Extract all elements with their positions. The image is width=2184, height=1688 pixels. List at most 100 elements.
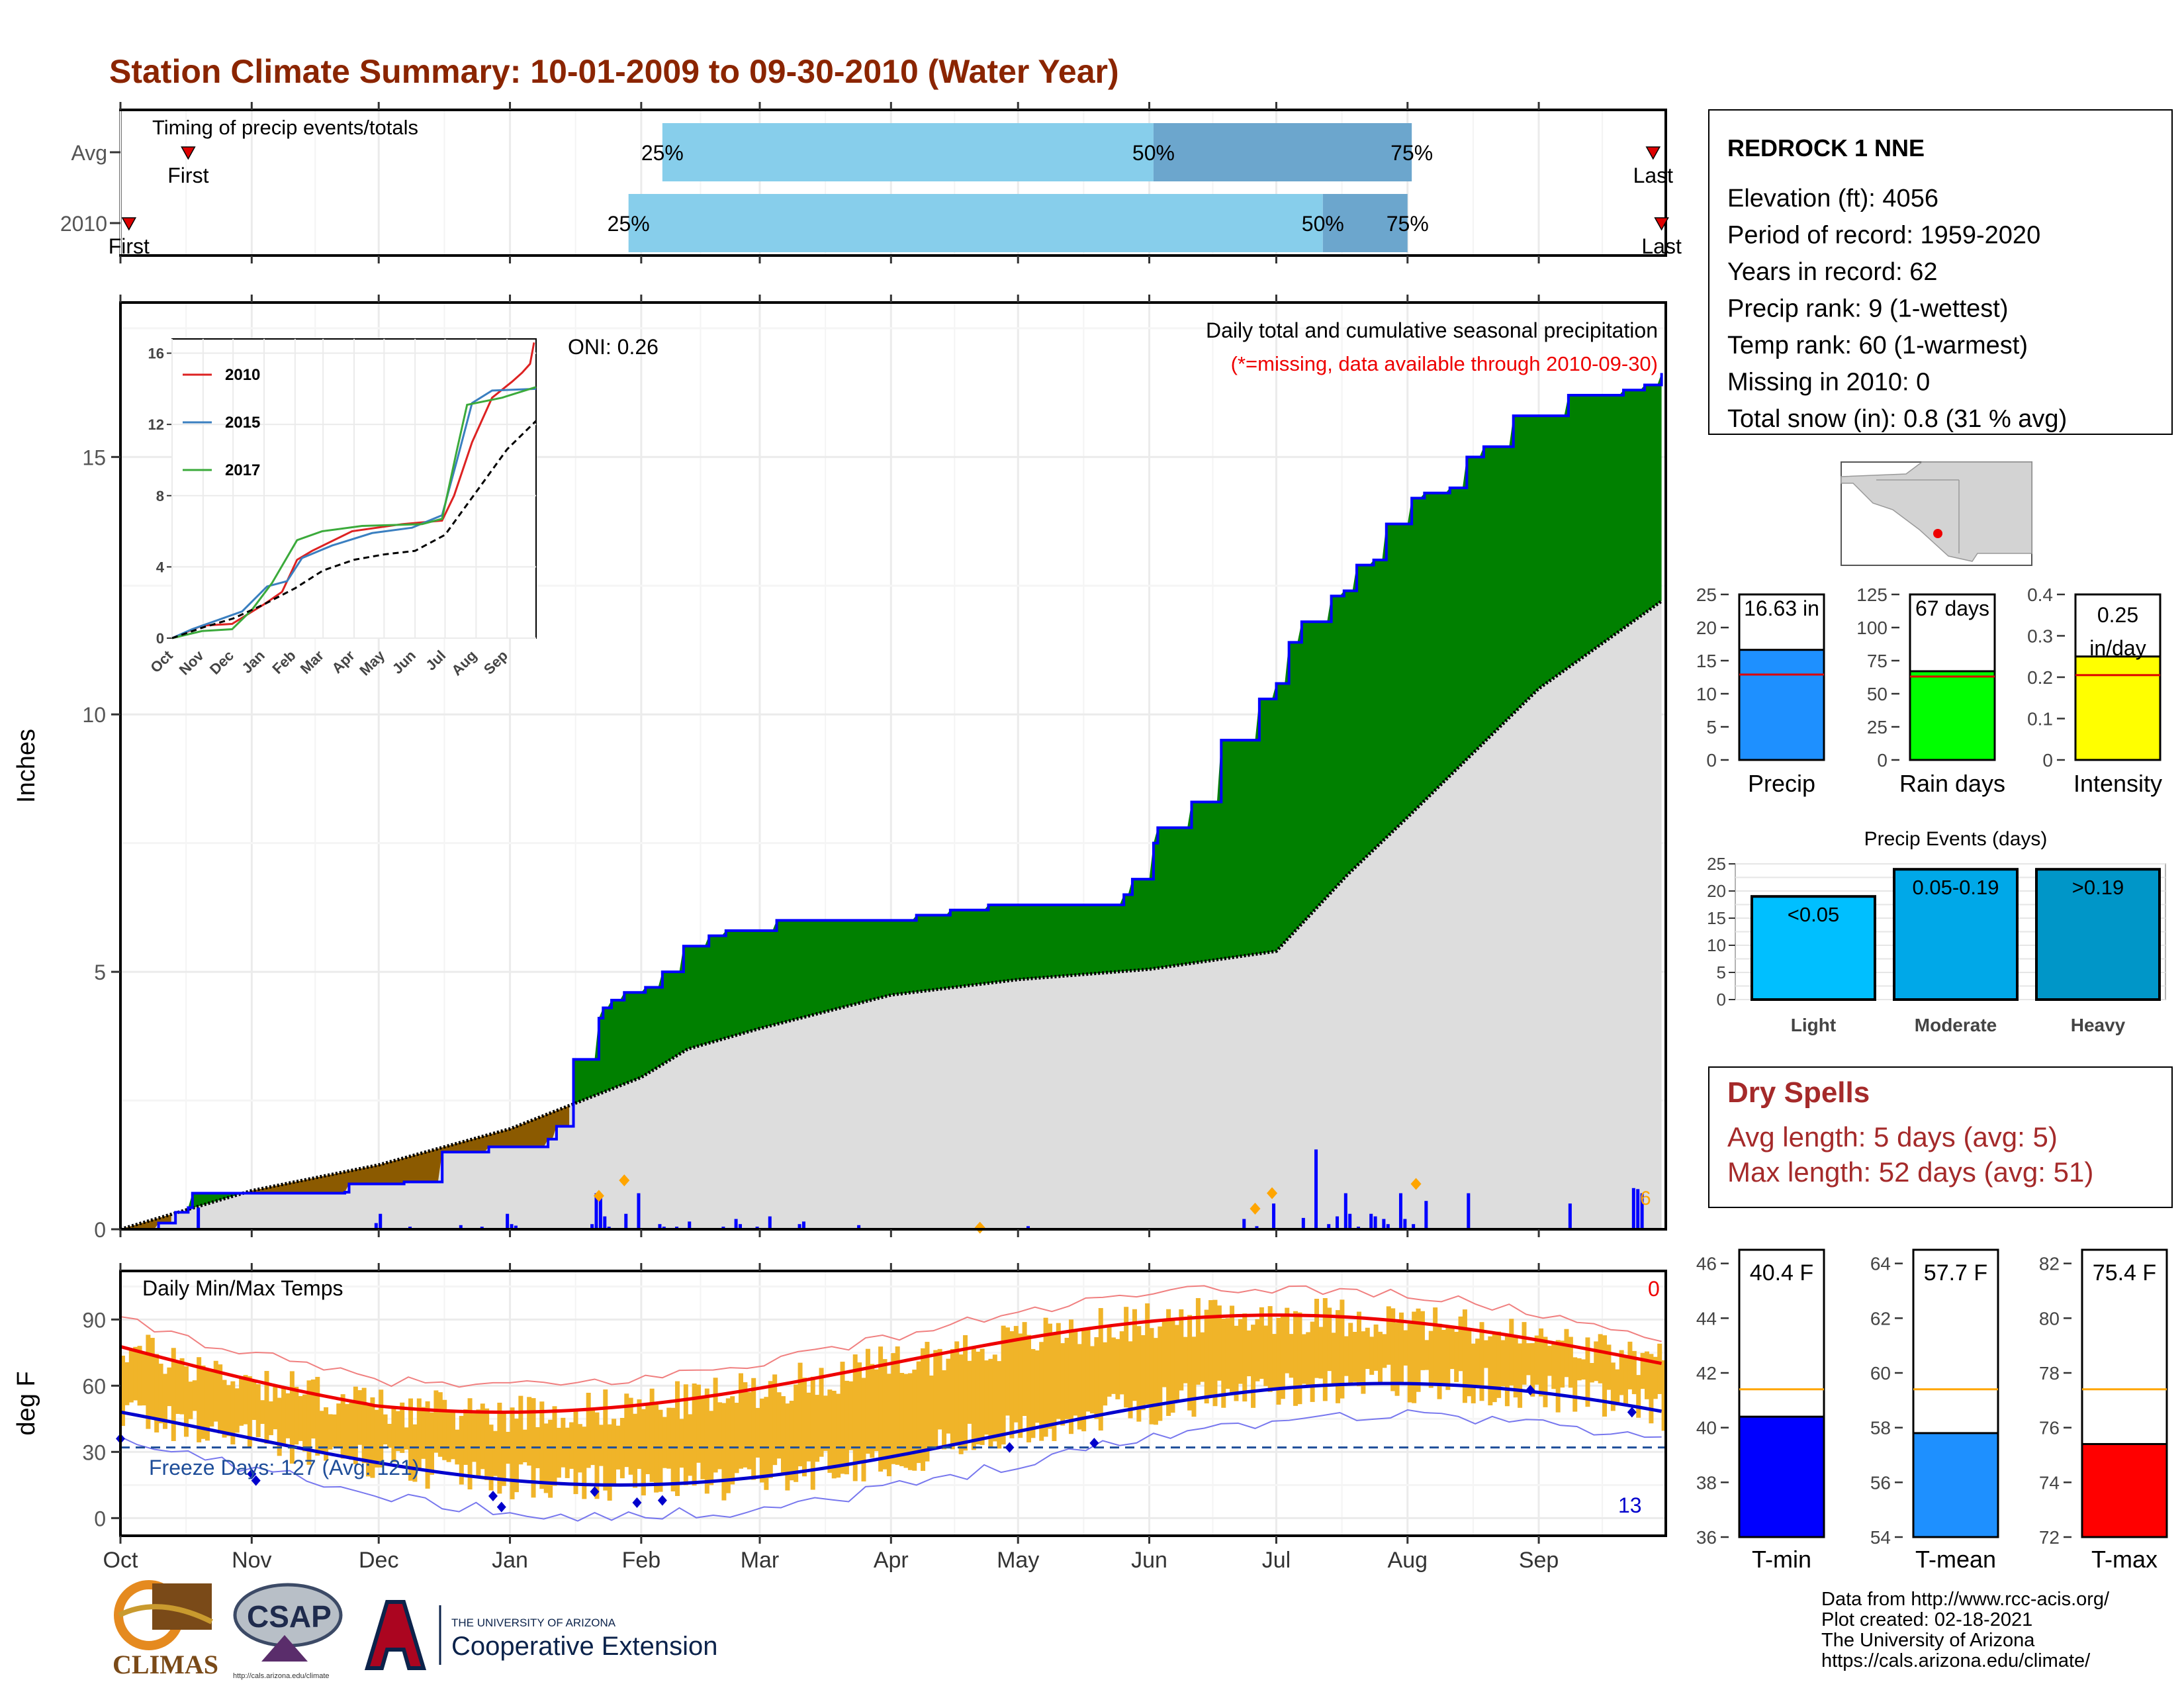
daily-temp-range-bar [277, 1397, 282, 1456]
daily-precip-bar [590, 1224, 594, 1229]
y-tick-label: 25 [1707, 854, 1726, 874]
daily-precip-bar [459, 1225, 463, 1229]
temp-count-min: 13 [1618, 1493, 1642, 1517]
daily-precip-bar [379, 1213, 383, 1229]
daily-precip-bar [1026, 1226, 1030, 1229]
daily-temp-range-bar [518, 1395, 523, 1465]
daily-temp-range-bar [476, 1409, 481, 1476]
daily-temp-range-bar [950, 1348, 955, 1450]
station-info-line: Period of record: 1959-2020 [1727, 222, 2040, 250]
daily-temp-range-bar [929, 1376, 934, 1447]
daily-temp-range-bar [1318, 1327, 1324, 1379]
daily-temp-range-bar [1246, 1330, 1251, 1377]
record-low-marker [1627, 1407, 1637, 1418]
daily-temp-range-bar [1547, 1346, 1552, 1376]
daily-temp-range-bar [514, 1419, 519, 1493]
daily-temp-range-bar [1098, 1308, 1103, 1431]
daily-temp-range-bar [1636, 1375, 1641, 1418]
daily-temp-range-bar [1085, 1329, 1091, 1412]
y-tick-label: 36 [1696, 1527, 1717, 1548]
record-low-marker [247, 1468, 257, 1479]
daily-temp-range-bar [1238, 1319, 1243, 1384]
daily-temp-range-bar [569, 1422, 574, 1469]
event-bar-category-label: Light [1791, 1015, 1836, 1035]
dry-spells-title: Dry Spells [1727, 1076, 1870, 1109]
daily-temp-range-bar [158, 1364, 163, 1424]
daily-temp-range-bar [561, 1417, 566, 1468]
x-tick-label: Jun [1131, 1548, 1167, 1573]
timing-marker-label: First [167, 164, 208, 187]
value-bar [1738, 1415, 1825, 1538]
daily-temp-range-bar [556, 1427, 561, 1478]
daily-temp-range-bar [891, 1353, 896, 1464]
value-bar [1912, 1432, 1999, 1538]
daily-temp-range-bar [1657, 1343, 1662, 1394]
daily-temp-range-bar [1390, 1308, 1396, 1391]
daily-temp-range-bar [412, 1424, 418, 1482]
timing-marker [1645, 146, 1661, 160]
daily-temp-range-bar [852, 1354, 858, 1481]
daily-temp-range-bar [743, 1382, 748, 1468]
daily-precip-bar [1412, 1224, 1416, 1229]
daily-temp-range-bar [628, 1397, 633, 1475]
daily-temp-range-bar [306, 1380, 312, 1465]
events-title: Precip Events (days) [1864, 828, 2048, 850]
value-label: 16.63 in [1744, 596, 1819, 620]
y-tick-label: 15 [1707, 908, 1726, 928]
daily-temp-range-bar [1212, 1299, 1218, 1407]
daily-temp-range-bar [1462, 1309, 1467, 1403]
daily-temp-range-bar [383, 1414, 388, 1445]
x-tick-label: May [997, 1548, 1039, 1573]
daily-temp-range-bar [925, 1342, 930, 1462]
daily-temp-range-bar [666, 1407, 672, 1469]
daily-temp-range-bar [1166, 1309, 1171, 1416]
timing-marker [1654, 217, 1669, 231]
y-tick-label: 46 [1696, 1254, 1717, 1274]
daily-precip-bar [598, 1196, 602, 1229]
daily-temp-range-bar [865, 1348, 870, 1454]
daily-precip-bar [1369, 1213, 1373, 1229]
timing-bar-25-50 [662, 123, 1154, 181]
daily-precip-bar [594, 1193, 598, 1229]
record-low-marker [1005, 1442, 1015, 1453]
daily-temp-range-bar [1187, 1315, 1193, 1411]
daily-temp-range-bar [1077, 1344, 1082, 1430]
daily-temp-range-bar [607, 1424, 612, 1501]
snow-marker [619, 1174, 630, 1187]
station-info-line: Years in record: 62 [1727, 258, 1938, 286]
daily-temp-range-bar [1398, 1312, 1404, 1383]
daily-temp-range-bar [1191, 1336, 1197, 1417]
y-tick-label: 0.3 [2027, 626, 2053, 647]
daily-temp-range-bar [1327, 1307, 1332, 1372]
daily-temp-range-bar [1369, 1336, 1375, 1375]
daily-temp-range-bar [459, 1415, 464, 1485]
daily-temp-range-bar [234, 1388, 240, 1433]
daily-precip-bar [1424, 1201, 1428, 1229]
daily-temp-range-bar [239, 1378, 244, 1426]
daily-temp-range-bar [713, 1378, 718, 1473]
daily-temp-range-bar [976, 1351, 981, 1444]
y-tick-label: 10 [1707, 935, 1726, 955]
snow-marker [1250, 1202, 1261, 1215]
daily-temp-range-bar [510, 1407, 515, 1499]
daily-temp-range-bar [1589, 1362, 1594, 1383]
normal-max-line [120, 1313, 1662, 1414]
daily-temp-range-bar [1124, 1307, 1129, 1408]
daily-temp-range-bar [1394, 1323, 1400, 1396]
daily-temp-range-bar [1115, 1338, 1120, 1399]
daily-temp-range-bar [1661, 1360, 1666, 1431]
daily-temp-range-bar [302, 1394, 308, 1452]
timing-panel: Avg 25% 50% 75% First Last 2010 25% 50% 75% First L… [60, 102, 1682, 263]
inset-normal-line [171, 420, 537, 639]
daily-temp-range-bar [573, 1411, 578, 1495]
daily-temp-range-bar [1488, 1336, 1493, 1406]
daily-temp-range-bar [1255, 1319, 1260, 1382]
daily-temp-range-bar [1649, 1354, 1654, 1424]
daily-temp-range-bar [197, 1357, 202, 1442]
daily-temp-range-bar [641, 1409, 646, 1496]
daily-temp-range-bar [1483, 1340, 1488, 1368]
temp-panel: 0 30 60 90 Oct Nov Dec Jan Feb Mar Apr May Jun Jul Aug… [13, 1263, 1667, 1573]
timing-row-label: 2010 [60, 212, 107, 236]
daily-temp-range-bar [1293, 1311, 1298, 1406]
